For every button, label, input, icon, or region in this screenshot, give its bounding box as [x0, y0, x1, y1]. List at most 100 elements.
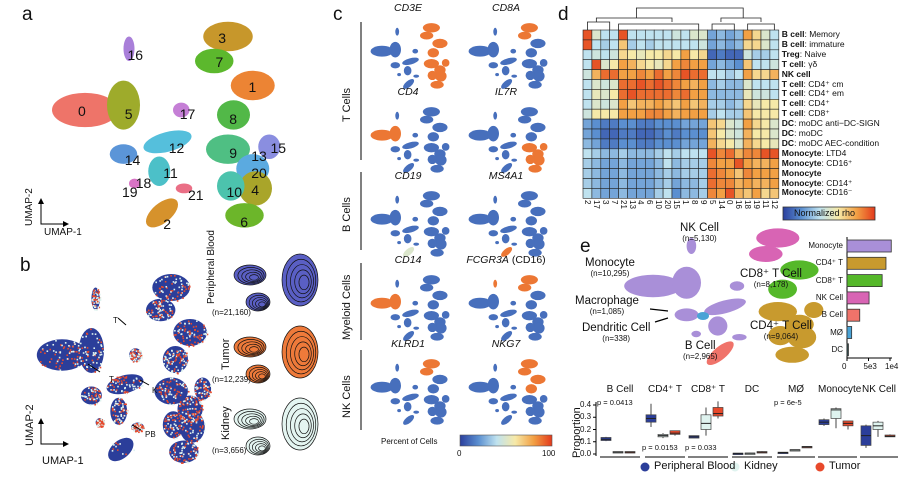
cell-dot: [197, 337, 200, 339]
cell-dot: [130, 353, 133, 355]
cell-dot: [132, 361, 135, 363]
umap-cluster-8: [427, 384, 439, 394]
cell-dot: [165, 311, 167, 313]
heatmap-cell: [698, 29, 708, 41]
cell-dot: [93, 389, 95, 392]
umap-cluster-5: [389, 209, 401, 226]
heatmap-cell: [627, 49, 637, 60]
heatmap-cell: [733, 99, 744, 110]
heatmap-cell: [609, 108, 619, 120]
cell-dot: [81, 347, 84, 349]
heatmap-cell: [618, 128, 628, 140]
cell-dot: [158, 300, 161, 303]
arrow-1: [87, 363, 101, 373]
heatmap-cell: [751, 138, 762, 150]
cell-dot: [171, 454, 174, 456]
heatmap-cell: [582, 59, 593, 70]
heatmap-cell: [760, 69, 771, 80]
cell-dot: [175, 435, 178, 437]
cell-dot: [207, 386, 209, 388]
cell-dot: [157, 306, 160, 308]
heatmap-col-label: 16: [734, 200, 744, 210]
umap-cluster-1: [530, 206, 546, 217]
umap-cluster-3: [422, 275, 440, 285]
cell-dot: [187, 397, 189, 399]
umap-cluster-14: [488, 314, 499, 321]
cell-dot: [166, 399, 168, 402]
cell-dot: [203, 329, 206, 331]
cell-dot: [199, 336, 202, 339]
cell-dot: [165, 358, 167, 360]
heatmap-cell: [725, 79, 735, 90]
cell-dot: [194, 403, 197, 406]
cell-dot: [138, 431, 140, 434]
cell-dot: [94, 353, 96, 356]
cell-dot: [157, 304, 160, 307]
cell-dot: [206, 388, 208, 391]
cell-dot: [193, 333, 196, 336]
umap-cluster-8: [525, 216, 537, 226]
cell-dot: [195, 325, 198, 328]
cell-dot: [85, 396, 88, 398]
cell-dot: [77, 347, 80, 349]
umap-cluster-9: [206, 134, 250, 164]
cell-dot: [148, 312, 151, 315]
umap-cluster-6: [528, 248, 542, 257]
cell-dot: [46, 344, 49, 347]
cell-dot: [173, 402, 175, 404]
cell-dot: [103, 420, 105, 423]
heatmap-cell: [636, 118, 646, 130]
cell-dot: [175, 359, 177, 361]
heatmap-cell: [733, 138, 744, 150]
cell-dot: [167, 416, 169, 419]
row-label-celltype: NK cell: [781, 68, 811, 79]
cell-dot: [174, 394, 177, 397]
cell-dot: [131, 384, 134, 386]
umap-cluster-2: [403, 415, 415, 425]
cell-dot: [81, 336, 84, 338]
gene-title-IL7R: IL7R: [451, 86, 561, 98]
cell-dot: [179, 452, 181, 454]
cell-dot: [189, 332, 192, 335]
cell-dot: [99, 366, 102, 369]
cell-dot: [174, 420, 177, 422]
umap-cluster-15: [539, 59, 548, 67]
cell-dot: [86, 368, 88, 371]
cell-dot: [121, 382, 123, 384]
cell-dot: [138, 425, 140, 428]
cell-dot: [169, 386, 172, 389]
cell-dot: [198, 334, 201, 337]
umap-cluster-9: [521, 311, 538, 321]
umap-cluster-18: [397, 409, 401, 413]
cell-dot: [168, 393, 170, 396]
cell-dot: [168, 314, 170, 317]
cell-dot: [94, 305, 97, 308]
umap-cluster-18: [129, 178, 140, 189]
umap-cluster-17: [173, 102, 190, 118]
heatmap-cell: [689, 29, 699, 41]
cell-dot: [182, 453, 185, 456]
cell-dot: [161, 395, 163, 397]
heatmap-cell: [591, 89, 602, 100]
cell-dot: [133, 427, 135, 429]
cell-dot: [182, 400, 185, 403]
cell-dot: [179, 383, 181, 385]
cell-dot: [113, 444, 115, 446]
heatmap-cell: [751, 59, 762, 70]
contour-line: [255, 299, 267, 309]
row-label-celltype: DC: [781, 128, 795, 138]
cell-dot: [175, 278, 178, 281]
cell-dot: [111, 408, 114, 411]
cell-dot: [84, 399, 86, 401]
row-label-subtype: : Memory: [804, 29, 840, 39]
cell-dot: [117, 398, 120, 401]
cell-dot: [200, 407, 202, 410]
cell-dot: [181, 288, 183, 291]
umap-cluster-10: [768, 326, 793, 346]
cell-dot: [112, 409, 114, 412]
heatmap-row-label: T cell: CD4⁺ cm: [782, 79, 844, 90]
cell-dot: [99, 423, 102, 425]
cell-dot: [200, 432, 203, 434]
umap-cluster-21: [413, 158, 420, 162]
cell-dot: [125, 381, 128, 384]
